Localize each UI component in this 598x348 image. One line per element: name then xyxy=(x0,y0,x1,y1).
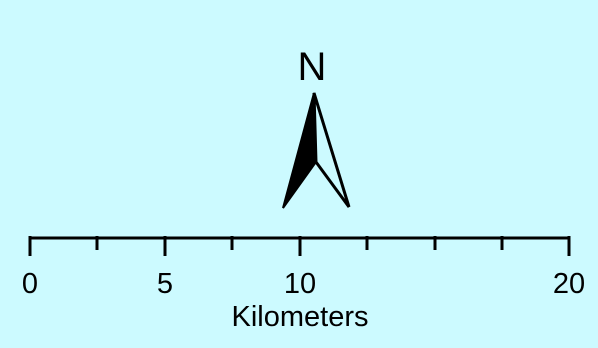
north-arrow-right-half xyxy=(312,92,351,208)
north-arrow: N xyxy=(282,45,351,209)
scale-tick-label: 20 xyxy=(553,268,585,300)
scale-tick-label: 5 xyxy=(157,268,173,300)
north-arrow-icon xyxy=(282,92,351,209)
scale-tick-label: 10 xyxy=(284,268,316,300)
north-label: N xyxy=(298,45,327,89)
scale-tick-label: 0 xyxy=(22,268,38,300)
north-arrow-left-half xyxy=(282,92,318,209)
scale-bar: 0 5 10 20 Kilometers xyxy=(22,236,585,333)
scale-unit-label: Kilometers xyxy=(232,301,369,333)
